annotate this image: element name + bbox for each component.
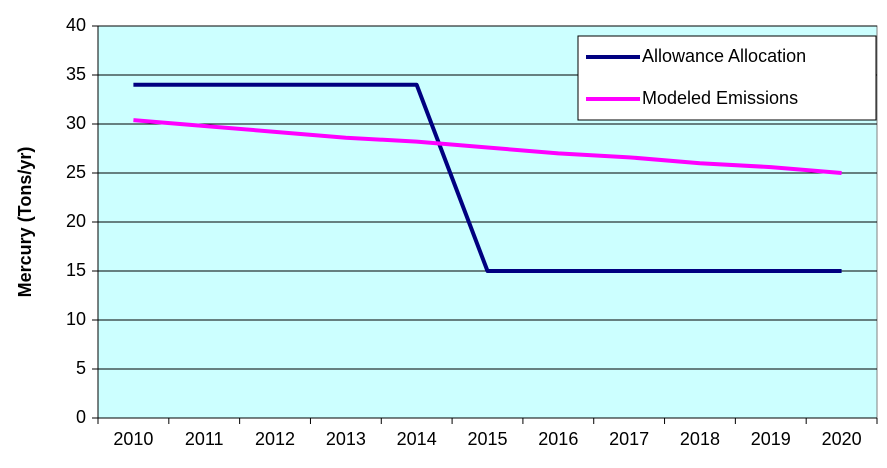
x-tick-label: 2016: [538, 429, 578, 449]
y-tick-label: 0: [76, 407, 86, 427]
x-tick-label: 2012: [255, 429, 295, 449]
x-tick-label: 2017: [609, 429, 649, 449]
y-tick-label: 40: [66, 15, 86, 35]
series-line: [133, 118, 842, 175]
y-tick-label: 5: [76, 358, 86, 378]
y-tick-label: 20: [66, 211, 86, 231]
y-tick-label: 30: [66, 113, 86, 133]
x-tick-label: 2013: [326, 429, 366, 449]
y-tick-label: 25: [66, 162, 86, 182]
x-tick-label: 2011: [185, 429, 224, 449]
series-line: [133, 82, 842, 273]
y-axis-label: Mercury (Tons/yr): [15, 147, 35, 298]
x-tick-label: 2020: [822, 429, 862, 449]
x-tick-label: 2015: [467, 429, 507, 449]
legend-label: Allowance Allocation: [642, 46, 806, 66]
legend-label: Modeled Emissions: [642, 88, 798, 108]
x-tick-label: 2019: [751, 429, 791, 449]
y-tick-label: 15: [66, 260, 86, 280]
x-tick-label: 2018: [680, 429, 720, 449]
x-tick-label: 2010: [113, 429, 153, 449]
y-tick-label: 10: [66, 309, 86, 329]
legend-box: [577, 35, 877, 121]
y-tick-label: 35: [66, 64, 86, 84]
x-tick-label: 2014: [397, 429, 437, 449]
